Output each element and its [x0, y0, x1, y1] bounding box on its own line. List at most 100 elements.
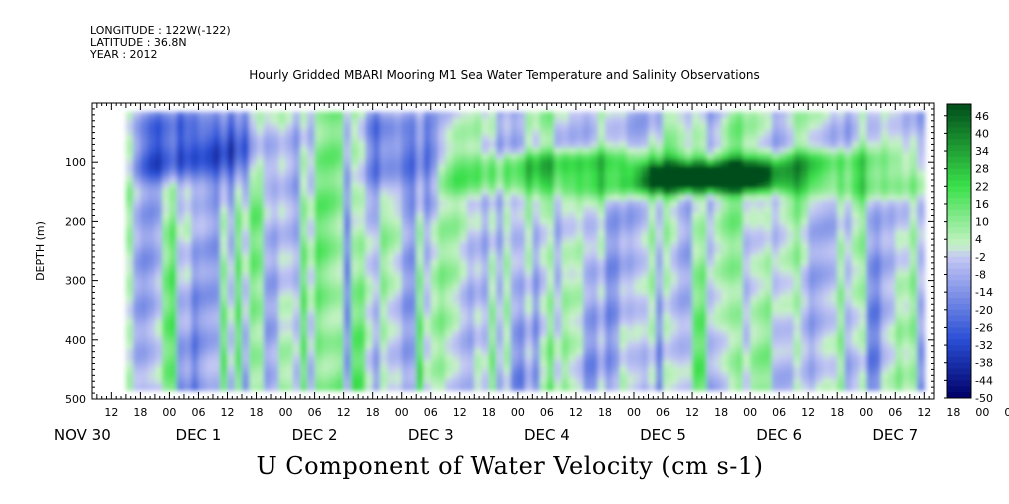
heat-cell: [561, 254, 570, 261]
heat-cell: [822, 354, 831, 362]
heat-cell: [387, 271, 396, 279]
heat-cell: [358, 242, 367, 249]
heat-cell: [597, 283, 606, 291]
heat-cell: [554, 147, 563, 155]
heat-cell: [822, 289, 831, 297]
heat-cell: [176, 248, 185, 255]
heat-cell: [467, 265, 476, 273]
heat-cell: [873, 188, 882, 196]
heat-cell: [423, 354, 432, 362]
heat-cell: [285, 230, 294, 237]
heat-cell: [438, 171, 447, 178]
heat-cell: [176, 325, 185, 332]
heat-cell: [183, 141, 192, 149]
heat-cell: [670, 242, 679, 249]
heat-cell: [198, 348, 207, 356]
heat-cell: [880, 348, 889, 356]
heat-cell: [692, 384, 701, 391]
heat-cell: [663, 348, 672, 356]
heat-cell: [728, 177, 737, 184]
heat-cell: [568, 177, 577, 184]
heat-cell: [292, 271, 301, 279]
heat-cell: [597, 224, 606, 232]
heat-cell: [619, 254, 628, 261]
heat-cell: [721, 212, 730, 220]
heat-cell: [510, 372, 519, 380]
heat-cell: [133, 307, 142, 314]
heat-cell: [561, 360, 570, 368]
heat-cell: [800, 206, 809, 214]
heat-cell: [844, 153, 853, 160]
heat-cell: [822, 283, 831, 291]
heat-cell: [227, 188, 236, 196]
heat-cell: [612, 372, 621, 380]
heat-cell: [575, 384, 584, 391]
heat-cell: [873, 336, 882, 344]
heat-cell: [575, 177, 584, 184]
heat-cell: [888, 378, 897, 385]
heat-cell: [409, 135, 418, 143]
heat-cell: [888, 182, 897, 190]
heat-cell: [859, 372, 868, 380]
heat-cell: [612, 111, 621, 119]
heat-cell: [350, 224, 359, 232]
heat-cell: [612, 366, 621, 374]
heat-cell: [234, 330, 243, 338]
heat-cell: [837, 307, 846, 314]
heat-cell: [742, 224, 751, 232]
heat-cell: [750, 295, 759, 303]
heat-cell: [387, 319, 396, 326]
heat-cell: [183, 265, 192, 273]
heat-cell: [888, 177, 897, 184]
heat-cell: [634, 259, 643, 267]
heat-cell: [510, 354, 519, 362]
heat-cell: [438, 295, 447, 303]
heat-cell: [416, 182, 425, 190]
heat-cell: [546, 242, 555, 249]
heat-cell: [663, 277, 672, 285]
heat-cell: [597, 165, 606, 172]
heat-cell: [234, 289, 243, 297]
heat-cell: [677, 182, 686, 190]
heat-cell: [205, 123, 214, 131]
heat-cell: [634, 277, 643, 285]
heat-cell: [706, 307, 715, 314]
heat-cell: [684, 159, 693, 166]
heat-cell: [793, 354, 802, 362]
heat-cell: [771, 307, 780, 314]
heat-cell: [488, 301, 497, 308]
heat-cell: [365, 366, 374, 374]
heat-cell: [866, 117, 875, 125]
heat-cell: [873, 342, 882, 350]
heat-cell: [256, 212, 265, 220]
heat-cell: [561, 188, 570, 196]
heat-cell: [336, 177, 345, 184]
heat-cell: [176, 236, 185, 243]
heat-cell: [764, 348, 773, 356]
heat-cell: [895, 141, 904, 149]
heat-cell: [387, 366, 396, 374]
heat-cell: [467, 129, 476, 137]
heat-cell: [234, 111, 243, 119]
heat-cell: [191, 242, 200, 249]
heat-cell: [488, 206, 497, 214]
heat-cell: [888, 259, 897, 267]
heat-cell: [742, 177, 751, 184]
heat-cell: [423, 248, 432, 255]
heat-cell: [307, 307, 316, 314]
heat-cell: [321, 265, 330, 273]
heat-cell: [307, 236, 316, 243]
heat-cell: [176, 171, 185, 178]
heat-cell: [670, 307, 679, 314]
heat-cell: [859, 295, 868, 303]
heat-cell: [859, 342, 868, 350]
heat-cell: [670, 384, 679, 391]
heat-cell: [735, 218, 744, 226]
heat-cell: [648, 117, 657, 125]
heat-cell: [365, 212, 374, 220]
heat-cell: [641, 336, 650, 344]
heat-cell: [133, 289, 142, 297]
heat-cell: [205, 224, 214, 232]
heat-cell: [467, 212, 476, 220]
heat-cell: [648, 378, 657, 385]
